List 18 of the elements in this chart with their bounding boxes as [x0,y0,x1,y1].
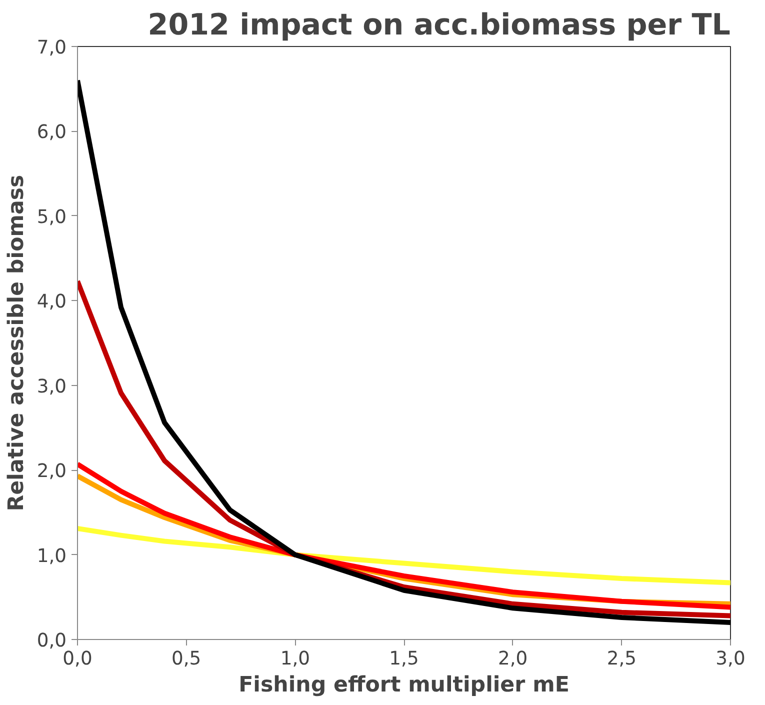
x-tick-label: 0,0 [62,648,92,670]
x-tick-label: 2,5 [606,648,637,670]
y-tick-label: 6,0 [36,122,66,144]
x-tick-label: 1,0 [280,648,310,670]
x-tick-label: 0,5 [172,648,202,670]
y-tick-label: 7,0 [36,38,66,58]
chart-title: 2012 impact on acc.biomass per TL [148,8,731,42]
y-tick-label: 1,0 [36,546,66,567]
y-tick-label: 3,0 [36,376,66,398]
x-tick-label: 3,0 [716,648,746,670]
y-tick-label: 5,0 [36,206,66,228]
x-tick-label: 1,5 [389,648,419,670]
y-axis-title: Relative accessible biomass [4,174,29,512]
x-axis-title: Fishing effort multiplier mE [238,672,570,698]
y-tick-label: 4,0 [36,292,66,313]
x-tick-label: 2,0 [498,648,528,670]
y-tick-label: 2,0 [36,461,66,482]
y-tick-label: 0,0 [36,630,66,652]
